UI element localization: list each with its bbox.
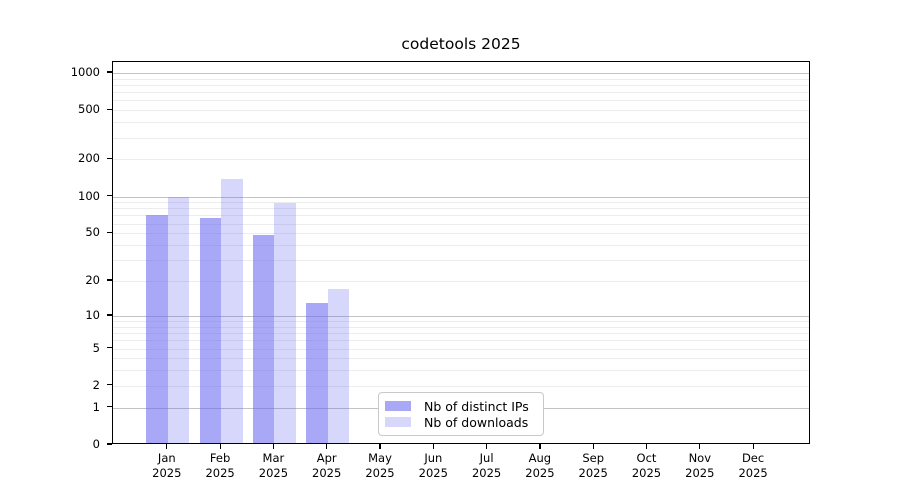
plot-area <box>112 61 810 444</box>
gridline-minor <box>113 385 809 387</box>
gridline-minor <box>113 245 809 246</box>
x-tick-mark <box>592 444 594 449</box>
legend-label-distinct-ips: Nb of distinct IPs <box>424 398 529 414</box>
x-tick-mark <box>539 444 541 449</box>
x-tick-mark <box>272 444 275 449</box>
chart-title: codetools 2025 <box>401 35 521 53</box>
gridline-minor <box>113 281 809 282</box>
y-tick-label: 20 <box>85 273 100 287</box>
gridline-minor <box>113 348 809 350</box>
x-tick-mark <box>379 444 381 449</box>
x-tick-mark <box>752 444 754 449</box>
bar-downloads <box>274 203 296 443</box>
gridline-minor <box>113 159 809 161</box>
x-tick-label: Oct 2025 <box>631 451 662 480</box>
bar-downloads <box>221 179 243 443</box>
gridline-minor <box>113 137 809 139</box>
x-tick-mark <box>486 444 488 449</box>
y-tick-label: 0 <box>92 437 100 451</box>
bar-distinct-ips <box>306 302 328 443</box>
y-tick-label: 5 <box>92 340 100 355</box>
legend-swatch-distinct-ips <box>385 401 411 411</box>
x-tick-label: May 2025 <box>365 451 395 480</box>
x-tick-label: Aug 2025 <box>525 451 555 480</box>
gridline-minor <box>113 260 809 262</box>
x-tick-mark <box>432 444 434 449</box>
gridline-minor <box>113 358 809 360</box>
gridline-minor <box>113 333 809 334</box>
gridline-major <box>113 196 809 198</box>
bar-distinct-ips <box>146 215 168 443</box>
gridline-minor <box>113 321 809 322</box>
x-tick-label: Mar 2025 <box>258 451 289 480</box>
gridline-minor <box>113 92 809 94</box>
x-tick-mark <box>326 444 328 449</box>
gridline-minor <box>113 340 809 342</box>
y-tick-label: 1000 <box>70 64 100 79</box>
bar-distinct-ips <box>199 217 222 443</box>
gridline-minor <box>113 215 809 217</box>
bar-distinct-ips <box>252 235 275 443</box>
x-tick-mark <box>699 444 701 449</box>
y-tick-label: 50 <box>85 225 100 240</box>
gridline-major <box>113 72 809 74</box>
x-tick-label: Sep 2025 <box>578 451 608 480</box>
y-tick-label: 10 <box>85 307 100 322</box>
legend-item-downloads: Nb of downloads <box>385 414 535 430</box>
legend-label-downloads: Nb of downloads <box>424 414 529 430</box>
x-tick-mark <box>219 444 221 449</box>
gridline-major <box>113 315 809 317</box>
x-tick-label: Apr 2025 <box>312 451 342 480</box>
x-tick-label: Jul 2025 <box>471 451 502 480</box>
y-tick-label: 200 <box>78 151 100 166</box>
legend-swatch-downloads <box>385 417 411 427</box>
x-tick-label: Dec 2025 <box>738 451 768 480</box>
bar-downloads <box>327 289 350 443</box>
y-tick-label: 500 <box>78 102 100 117</box>
x-tick-mark <box>645 444 648 449</box>
gridline-minor <box>113 370 809 372</box>
y-tick-label: 2 <box>92 377 100 392</box>
gridline-minor <box>113 326 809 328</box>
x-tick-label: Feb 2025 <box>205 451 235 480</box>
gridline-minor <box>113 100 809 102</box>
gridline-minor <box>113 223 809 225</box>
gridline-minor <box>113 202 809 204</box>
gridline-minor <box>113 233 809 235</box>
gridline-minor <box>113 208 809 210</box>
y-tick-label: 100 <box>78 188 100 203</box>
gridline-minor <box>113 84 809 86</box>
x-tick-label: Nov 2025 <box>685 451 715 480</box>
gridline-minor <box>113 78 809 80</box>
gridline-minor <box>113 110 809 112</box>
gridline-minor <box>113 122 809 124</box>
y-tick-label: 1 <box>92 399 100 414</box>
legend: Nb of distinct IPs Nb of downloads <box>378 392 544 436</box>
bar-downloads <box>167 197 190 443</box>
x-tick-mark <box>166 444 168 449</box>
x-tick-label: Jun 2025 <box>418 451 448 480</box>
legend-item-distinct-ips: Nb of distinct IPs <box>385 398 535 414</box>
x-tick-label: Jan 2025 <box>152 451 182 480</box>
